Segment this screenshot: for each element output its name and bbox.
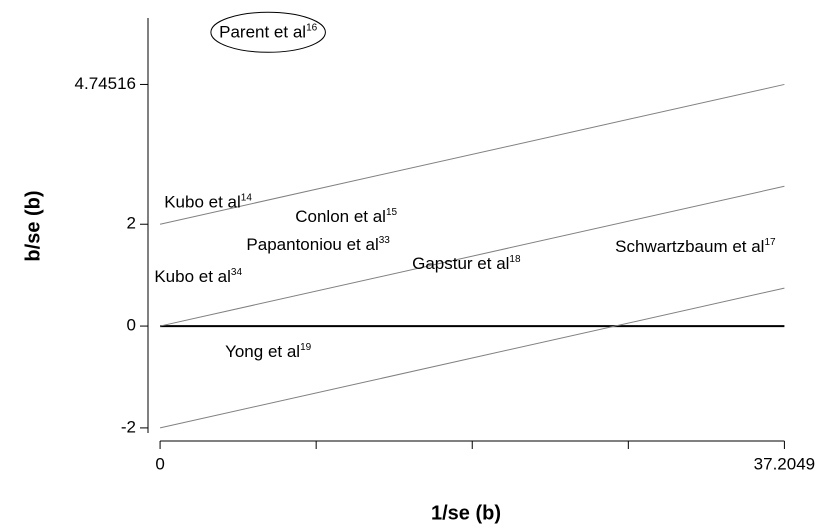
study-label: Yong et al19 [225,342,312,362]
y-tick-label: -2 [121,417,136,436]
study-name: Conlon et al [295,208,386,227]
highlight-ellipse [210,11,326,53]
reference-line [159,185,785,327]
study-name: Parent et al [219,23,306,42]
x-tick-label: 0 [155,454,164,473]
study-ref: 16 [306,22,318,33]
reference-line [159,287,785,429]
study-ref: 33 [379,235,391,246]
study-label: Papantoniou et al33 [246,235,390,255]
study-ref: 19 [300,342,312,353]
study-name: Papantoniou et al [246,236,378,255]
study-name: Yong et al [225,343,300,362]
y-tick-label: 0 [127,316,136,335]
study-label: Conlon et al15 [295,207,397,227]
study-ref: 15 [386,207,398,218]
study-label: Kubo et al34 [154,267,242,287]
study-label: Parent et al16 [219,22,318,42]
reference-line [159,83,785,225]
study-label: Gapstur et al18 [412,254,521,274]
study-label: Kubo et al14 [164,192,252,212]
study-name: Schwartzbaum et al [615,238,764,257]
study-name: Kubo et al [154,268,231,287]
study-label: Schwartzbaum et al17 [615,237,776,257]
y-axis-title: b/se (b) [22,190,44,261]
study-name: Kubo et al [164,193,241,212]
y-tick-label: 2 [127,214,136,233]
study-name: Gapstur et al [412,254,509,273]
x-tick-label: 37.2049 [754,454,815,473]
study-ref: 18 [509,254,521,265]
study-ref: 14 [241,192,253,203]
study-ref: 17 [764,237,776,248]
study-ref: 34 [231,267,243,278]
y-tick-label: 4.74516 [75,74,136,93]
x-axis-title: 1/se (b) [431,502,501,524]
